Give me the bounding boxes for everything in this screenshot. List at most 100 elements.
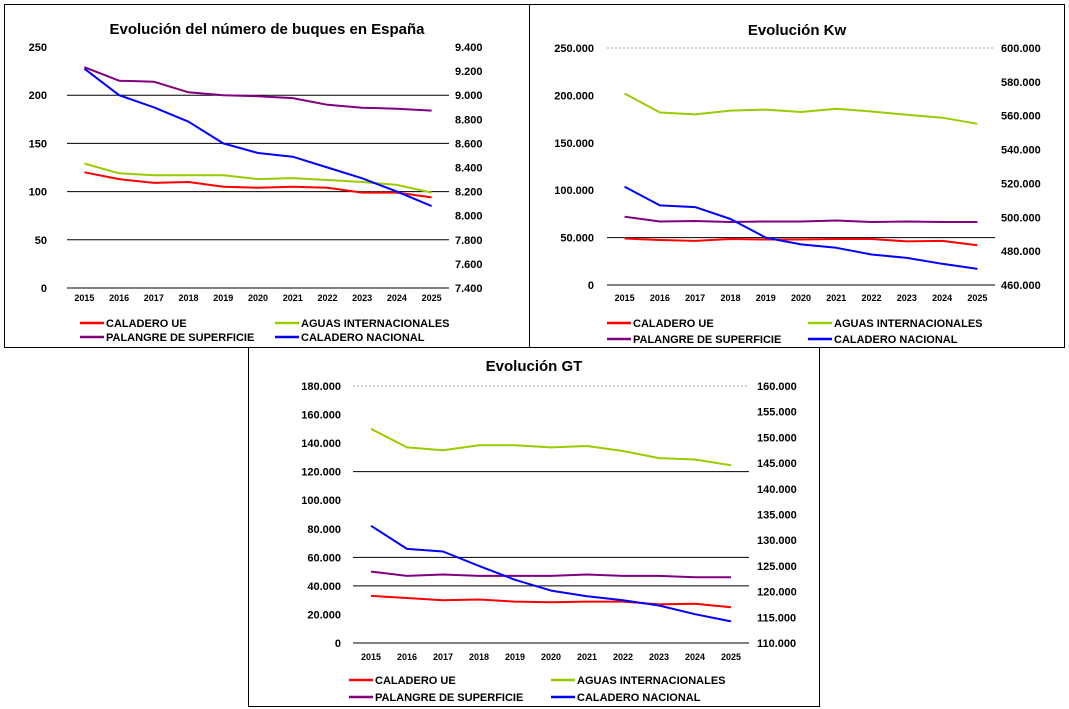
legend-label: AGUAS INTERNACIONALES xyxy=(834,318,983,330)
y-tick-label-right: 135.000 xyxy=(757,510,797,522)
y-tick-label-right: 8.400 xyxy=(455,163,483,175)
x-tick-label: 2019 xyxy=(756,293,776,303)
x-tick-label: 2023 xyxy=(352,293,372,303)
chart-svg: Evolución Kw 0 50.000 100.000 150.000 200.000… xyxy=(554,22,1041,346)
legend-label: PALANGRE DE SUPERFICIE xyxy=(633,334,781,346)
y-tick-label-left: 40.000 xyxy=(307,581,341,593)
x-tick-label: 2016 xyxy=(397,652,417,662)
x-tick-label: 2022 xyxy=(862,293,882,303)
y-tick-label-left: 50 xyxy=(35,235,47,247)
x-tick-label: 2018 xyxy=(469,652,489,662)
chart-svg: Evolución del número de buques en España… xyxy=(29,21,483,344)
legend-label: AGUAS INTERNACIONALES xyxy=(577,675,726,687)
chart-title: Evolución del número de buques en España xyxy=(109,21,425,38)
y-tick-label-left: 200 xyxy=(29,90,47,102)
chart-title: Evolución Kw xyxy=(748,22,847,39)
x-tick-label: 2018 xyxy=(720,293,740,303)
legend-label: AGUAS INTERNACIONALES xyxy=(301,318,450,330)
x-tick-label: 2025 xyxy=(721,652,741,662)
x-tick-label: 2018 xyxy=(179,293,199,303)
y-tick-label-right: 145.000 xyxy=(757,458,797,470)
x-tick-label: 2016 xyxy=(109,293,129,303)
legend-label: CALADERO UE xyxy=(106,318,187,330)
y-tick-label-right: 580.000 xyxy=(1001,77,1041,89)
legend-label: CALADERO UE xyxy=(375,675,456,687)
x-tick-label: 2015 xyxy=(361,652,381,662)
x-tick-label: 2023 xyxy=(649,652,669,662)
x-tick-label: 2024 xyxy=(387,293,407,303)
x-tick-label: 2019 xyxy=(213,293,233,303)
y-tick-label-right: 9.200 xyxy=(455,66,483,78)
series-line xyxy=(370,524,732,623)
x-tick-label: 2017 xyxy=(144,293,164,303)
chart-panel-gt: Evolución GT 0 20.000 40.000 60.000 80.000 100… xyxy=(248,347,820,707)
y-tick-label-left: 60.000 xyxy=(307,552,341,564)
x-tick-label: 2016 xyxy=(650,293,670,303)
y-tick-label-right: 120.000 xyxy=(757,587,797,599)
series-line xyxy=(370,594,732,609)
legend-label: CALADERO UE xyxy=(633,318,714,330)
series-line xyxy=(624,215,978,223)
y-tick-label-right: 8.600 xyxy=(455,138,483,150)
x-tick-label: 2021 xyxy=(283,293,303,303)
y-tick-label-right: 110.000 xyxy=(757,638,796,650)
y-tick-label-left: 180.000 xyxy=(301,381,341,393)
y-tick-label-left: 200.000 xyxy=(554,90,594,102)
x-tick-label: 2015 xyxy=(615,293,635,303)
series-line xyxy=(84,171,432,199)
x-tick-label: 2024 xyxy=(685,652,705,662)
series-line xyxy=(370,570,731,579)
y-tick-label-right: 7.400 xyxy=(455,283,483,295)
legend-label: CALADERO NACIONAL xyxy=(577,692,701,704)
y-tick-label-right: 125.000 xyxy=(757,561,797,573)
x-tick-label: 2021 xyxy=(826,293,846,303)
legend-label: PALANGRE DE SUPERFICIE xyxy=(375,692,523,704)
y-tick-label-right: 8.800 xyxy=(455,114,483,126)
y-tick-label-left: 120.000 xyxy=(301,467,341,479)
x-tick-label: 2025 xyxy=(967,293,987,303)
x-tick-label: 2015 xyxy=(74,293,94,303)
y-tick-label-right: 9.400 xyxy=(455,42,483,54)
y-tick-label-left: 250.000 xyxy=(554,43,594,55)
y-tick-label-right: 460.000 xyxy=(1001,280,1041,292)
legend-label: CALADERO NACIONAL xyxy=(834,334,958,346)
y-tick-label-right: 560.000 xyxy=(1001,111,1041,123)
y-tick-label-right: 9.000 xyxy=(455,90,483,102)
x-tick-label: 2019 xyxy=(505,652,525,662)
legend-label: CALADERO NACIONAL xyxy=(301,332,425,344)
y-tick-label-left: 140.000 xyxy=(301,438,341,450)
series-line xyxy=(370,427,732,467)
y-tick-label-right: 7.800 xyxy=(455,235,483,247)
y-tick-label-right: 140.000 xyxy=(757,484,797,496)
x-tick-label: 2025 xyxy=(422,293,442,303)
series-line xyxy=(624,185,978,270)
y-tick-label-left: 0 xyxy=(335,638,341,650)
legend-label: PALANGRE DE SUPERFICIE xyxy=(106,332,254,344)
x-tick-label: 2022 xyxy=(317,293,337,303)
y-tick-label-right: 155.000 xyxy=(757,407,797,419)
y-tick-label-right: 520.000 xyxy=(1001,178,1041,190)
y-tick-label-right: 160.000 xyxy=(757,381,797,393)
y-tick-label-right: 500.000 xyxy=(1001,212,1041,224)
y-tick-label-right: 600.000 xyxy=(1001,43,1041,55)
y-tick-label-right: 150.000 xyxy=(757,432,797,444)
y-tick-label-right: 130.000 xyxy=(757,535,797,547)
y-tick-label-left: 100.000 xyxy=(554,185,594,197)
y-tick-label-left: 0 xyxy=(588,280,594,292)
x-tick-label: 2022 xyxy=(613,652,633,662)
x-tick-label: 2024 xyxy=(932,293,952,303)
y-tick-label-left: 150 xyxy=(29,138,47,150)
chart-title: Evolución GT xyxy=(486,358,583,375)
chart-svg: Evolución GT 0 20.000 40.000 60.000 80.000 100… xyxy=(301,358,797,704)
y-tick-label-left: 80.000 xyxy=(307,524,341,536)
y-tick-label-right: 115.000 xyxy=(757,612,796,624)
y-tick-label-left: 50.000 xyxy=(560,233,594,245)
x-tick-label: 2020 xyxy=(248,293,268,303)
x-tick-label: 2020 xyxy=(791,293,811,303)
series-line xyxy=(84,66,432,112)
y-tick-label-left: 250 xyxy=(29,42,47,54)
series-line xyxy=(624,92,978,125)
y-tick-label-left: 20.000 xyxy=(307,609,341,621)
y-tick-label-left: 100 xyxy=(29,187,47,199)
x-tick-label: 2020 xyxy=(541,652,561,662)
